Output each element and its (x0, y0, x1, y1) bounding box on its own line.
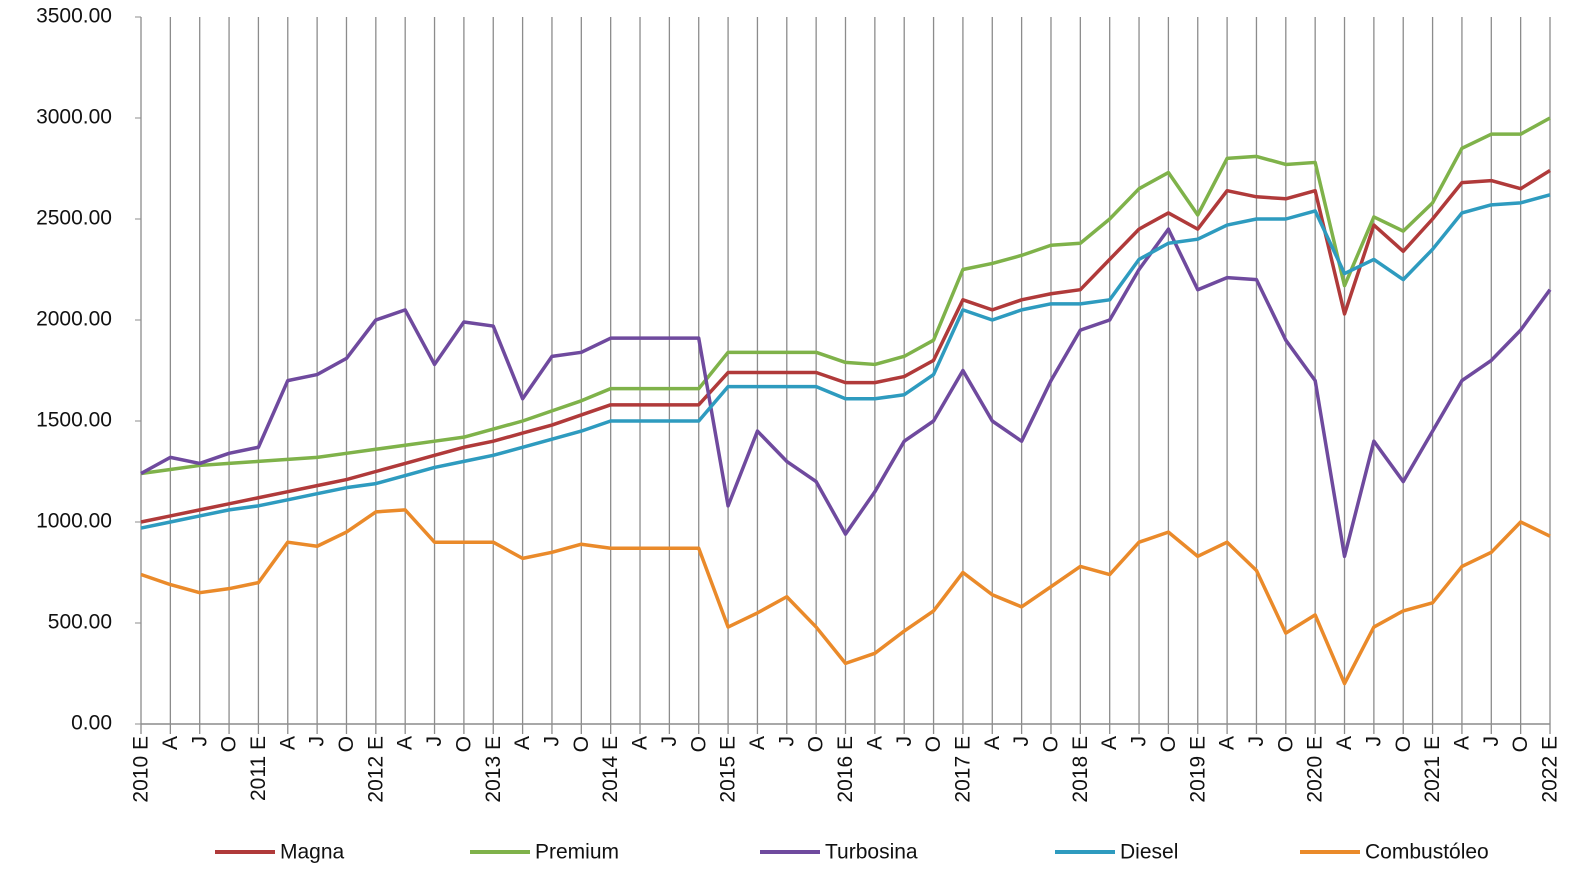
x-tick-label: A (981, 736, 1004, 750)
x-tick-label: J (658, 736, 681, 747)
x-tick-label: 2015 E (717, 736, 740, 803)
x-tick-label: 2018 E (1069, 736, 1092, 803)
x-tick-label: J (893, 736, 916, 747)
x-tick-label: A (863, 736, 886, 750)
x-tick-label: O (687, 736, 710, 752)
x-tick-label: O (218, 736, 241, 752)
x-tick-label: J (1480, 736, 1503, 747)
series-line (140, 508, 1551, 686)
x-tick-label: 2022 E (1539, 736, 1562, 803)
x-tick-label: J (1245, 736, 1268, 747)
x-tick-label: J (1362, 736, 1385, 747)
x-tick-label: J (423, 736, 446, 747)
legend-label: Magna (280, 841, 345, 864)
x-tick-label: 2020 E (1304, 736, 1327, 803)
x-tick-label: 2021 E (1421, 736, 1444, 803)
x-tick-label: 2014 E (599, 736, 622, 803)
x-tick-label: O (452, 736, 475, 752)
y-tick-label: 1000.00 (36, 510, 112, 533)
x-tick-label: O (805, 736, 828, 752)
x-tick-label: A (1098, 736, 1121, 750)
x-tick-label: A (1216, 736, 1239, 750)
y-tick-label: 2500.00 (36, 207, 112, 230)
y-tick-label: 2000.00 (36, 308, 112, 331)
x-tick-label: O (570, 736, 593, 752)
series-line (140, 116, 1551, 476)
x-tick-label: A (629, 736, 652, 750)
x-tick-label: A (511, 736, 534, 750)
x-tick-label: J (1128, 736, 1151, 747)
x-tick-label: A (1333, 736, 1356, 750)
x-tick-label: 2019 E (1186, 736, 1209, 803)
x-tick-label: J (1010, 736, 1033, 747)
legend-label: Turbosina (825, 841, 918, 864)
x-tick-label: 2013 E (482, 736, 505, 803)
y-tick-label: 3000.00 (36, 106, 112, 129)
y-tick-label: 3500.00 (36, 5, 112, 28)
y-tick-label: 1500.00 (36, 409, 112, 432)
x-tick-label: 2010 E (130, 736, 153, 803)
x-tick-label: O (1392, 736, 1415, 752)
x-tick-label: J (541, 736, 564, 747)
series-line (140, 227, 1552, 559)
x-tick-label: 2012 E (364, 736, 387, 803)
series-line (140, 193, 1551, 530)
legend-label: Combustóleo (1365, 841, 1489, 864)
x-tick-label: 2017 E (951, 736, 974, 803)
x-tick-label: O (1509, 736, 1532, 752)
x-tick-label: J (306, 736, 329, 747)
x-tick-label: J (188, 736, 211, 747)
x-tick-label: A (1450, 736, 1473, 750)
series-line (140, 169, 1551, 524)
x-tick-label: J (775, 736, 798, 747)
legend-label: Diesel (1120, 841, 1178, 864)
x-tick-label: O (1157, 736, 1180, 752)
x-tick-label: O (335, 736, 358, 752)
x-tick-label: A (746, 736, 769, 750)
x-tick-label: A (276, 736, 299, 750)
x-tick-label: O (1040, 736, 1063, 752)
x-tick-label: 2011 E (247, 736, 270, 801)
legend-label: Premium (535, 841, 619, 864)
x-tick-label: O (922, 736, 945, 752)
x-tick-label: A (394, 736, 417, 750)
x-tick-label: 2016 E (834, 736, 857, 803)
y-tick-label: 500.00 (48, 611, 112, 634)
x-tick-label: O (1274, 736, 1297, 752)
y-tick-label: 0.00 (71, 712, 112, 735)
x-tick-label: A (159, 736, 182, 750)
